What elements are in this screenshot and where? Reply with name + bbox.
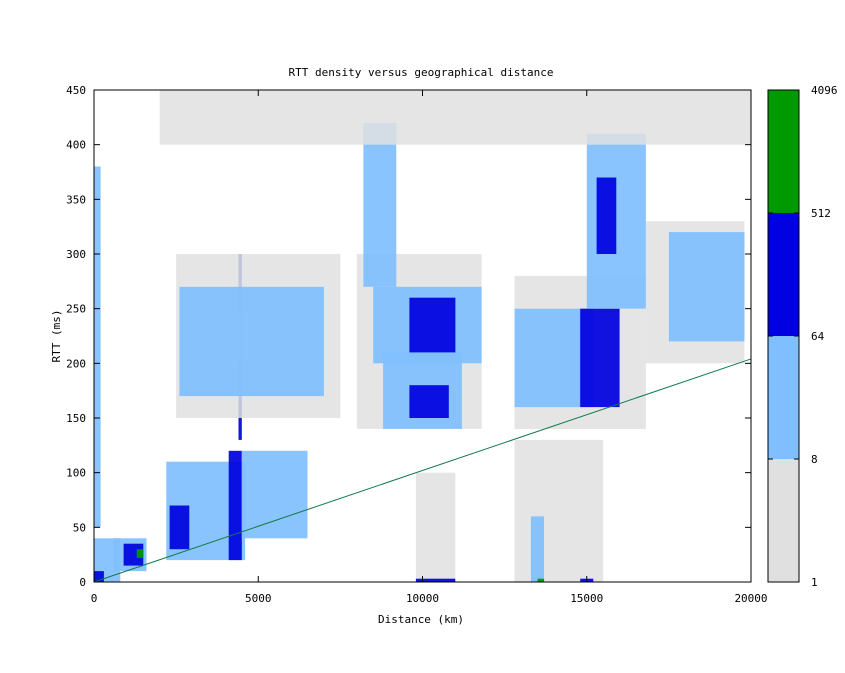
density-cell xyxy=(415,578,456,582)
y-tick-label: 200 xyxy=(66,357,86,370)
reference-line-layer xyxy=(93,358,752,583)
density-cell xyxy=(514,308,594,408)
colorbar-label: 64 xyxy=(811,330,825,343)
colorbar-label: 8 xyxy=(811,453,818,466)
colorbar-band xyxy=(768,459,799,582)
density-cell xyxy=(409,385,449,418)
density-cell xyxy=(179,286,324,397)
density-cell xyxy=(136,549,144,558)
density-cell xyxy=(241,450,308,539)
y-tick-label: 100 xyxy=(66,467,86,480)
colorbar-label: 512 xyxy=(811,207,831,220)
y-tick-label: 150 xyxy=(66,412,86,425)
x-tick-label: 20000 xyxy=(734,592,767,605)
colorbar-label: 1 xyxy=(811,576,818,589)
density-cell xyxy=(415,472,456,582)
y-axis: 0 50 100 150 200 250 300 350 400 450 xyxy=(66,84,751,589)
density-cell xyxy=(228,450,242,561)
y-tick-label: 350 xyxy=(66,193,86,206)
colorbar-label: 4096 xyxy=(811,84,838,97)
x-tick-label: 10000 xyxy=(406,592,439,605)
y-tick-label: 250 xyxy=(66,303,86,316)
y-tick-label: 300 xyxy=(66,248,86,261)
density-cell xyxy=(586,133,646,309)
density-cell xyxy=(159,90,751,145)
reference-line xyxy=(93,358,752,583)
x-tick-label: 5000 xyxy=(245,592,272,605)
x-axis-label: Distance (km) xyxy=(378,613,464,626)
colorbar-band xyxy=(768,213,799,336)
density-cell xyxy=(514,439,604,582)
density-cell xyxy=(530,516,544,582)
y-tick-label: 450 xyxy=(66,84,86,97)
colorbar: 1 8 64 512 4096 xyxy=(767,84,838,589)
density-cell xyxy=(94,571,104,582)
density-cell xyxy=(409,297,456,353)
density-cell xyxy=(580,308,620,408)
density-cell xyxy=(94,166,101,528)
density-cell xyxy=(668,232,745,342)
x-tick-label: 15000 xyxy=(570,592,603,605)
x-axis: 0 5000 10000 15000 20000 xyxy=(91,90,768,605)
density-cell xyxy=(169,505,190,550)
y-axis-label: RTT (ms) xyxy=(50,310,63,363)
density-cell xyxy=(123,543,144,566)
y-tick-label: 50 xyxy=(73,521,86,534)
density-cell xyxy=(596,177,617,254)
colorbar-band xyxy=(768,90,799,213)
x-tick-label: 0 xyxy=(91,592,98,605)
y-tick-label: 0 xyxy=(79,576,86,589)
colorbar-band xyxy=(768,336,799,459)
heatmap-cells xyxy=(94,90,751,582)
y-tick-label: 400 xyxy=(66,139,86,152)
chart-title: RTT density versus geographical distance xyxy=(289,66,554,79)
density-cell xyxy=(363,122,397,287)
density-cell xyxy=(537,578,545,582)
